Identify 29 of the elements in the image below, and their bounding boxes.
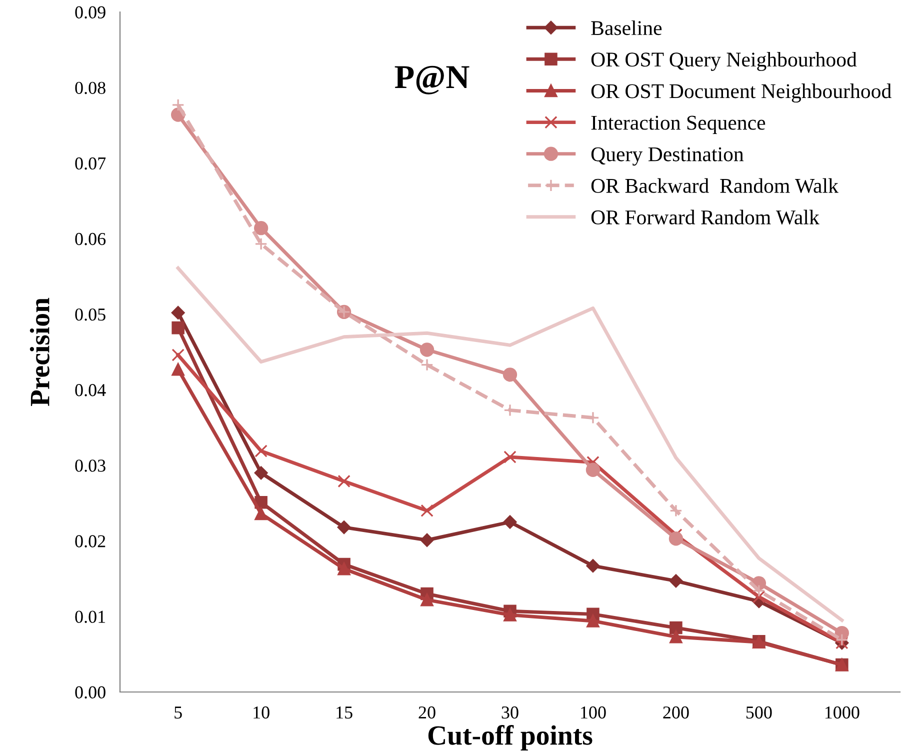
y-tick-label: 0.07 xyxy=(75,157,106,170)
x-axis-title: Cut-off points xyxy=(428,725,592,751)
y-tick-label: 0.06 xyxy=(75,232,106,246)
y-tick-label: 0.01 xyxy=(75,610,106,623)
y-tick-label: 0.03 xyxy=(75,460,106,472)
y-tick-label: 0.02 xyxy=(75,535,106,548)
text: P@N xyxy=(394,66,470,94)
legend-label: OR OST Document Neighbourhood xyxy=(591,84,892,103)
x-tick-label: 15 xyxy=(336,706,352,719)
x-tick-label: 5 xyxy=(174,706,182,719)
x-tick-label: 30 xyxy=(502,706,518,719)
y-axis-title: Precision xyxy=(30,298,50,406)
legend-label: Query Destination xyxy=(591,147,744,166)
y-tick-label: 0.09 xyxy=(75,6,106,19)
legend-label: OR OST Query Neighbourhood xyxy=(591,52,857,71)
legend-label: Baseline xyxy=(591,20,662,36)
legend-label: OR Forward Random Walk xyxy=(591,210,820,225)
x-tick-label: 10 xyxy=(254,706,270,719)
x-tick-label: 1000 xyxy=(825,706,860,719)
legend-label: OR Backward Random Walk xyxy=(591,178,838,194)
x-tick-label: 200 xyxy=(663,706,689,719)
y-tick-label: 0.00 xyxy=(75,686,106,699)
y-tick-label: 0.08 xyxy=(75,82,106,94)
y-tick-label: 0.04 xyxy=(75,384,106,396)
y-tick-label: 0.05 xyxy=(75,308,106,321)
legend-label: Interaction Sequence xyxy=(591,116,766,134)
x-tick-label: 20 xyxy=(418,706,436,719)
x-tick-label: 100 xyxy=(581,706,606,719)
x-tick-label: 500 xyxy=(746,706,772,719)
